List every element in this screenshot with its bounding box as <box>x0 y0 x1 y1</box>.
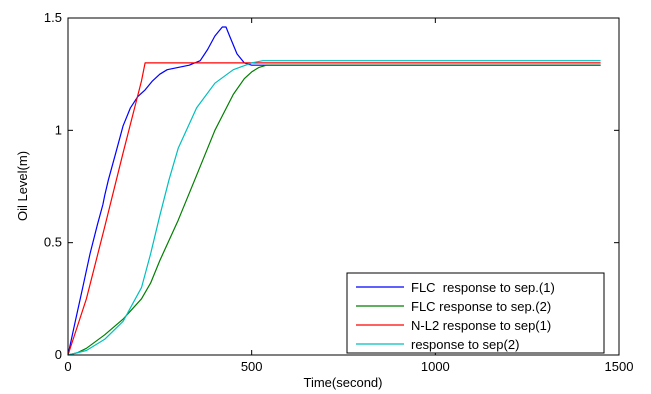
y-axis-label: Oil Level(m) <box>15 151 30 221</box>
x-tick-label-0: 0 <box>64 359 71 374</box>
y-tick-label-2: 1 <box>55 122 62 137</box>
series-line-2 <box>67 64 601 356</box>
y-tick-label-0: 0 <box>55 347 62 362</box>
ticks-layer: 0 500 1000 1500 0 0.5 1 1.5 <box>44 10 634 374</box>
x-tick-label-2: 1000 <box>421 359 450 374</box>
x-tick-label-1: 500 <box>241 359 263 374</box>
plot-frame <box>67 17 620 356</box>
y-tick-label-1: 0.5 <box>44 235 62 250</box>
legend: FLC response to sep.(1) FLC response to … <box>346 272 605 354</box>
legend-box <box>346 272 605 354</box>
legend-label-2: FLC response to sep.(2) <box>411 299 551 314</box>
legend-label-3: N-L2 response to sep(1) <box>411 318 551 333</box>
series-line-4 <box>67 60 601 356</box>
legend-label-1: FLC response to sep.(1) <box>411 280 555 295</box>
x-axis-label: Time(second) <box>304 375 383 390</box>
legend-label-4: response to sep(2) <box>411 337 519 352</box>
y-tick-label-3: 1.5 <box>44 10 62 25</box>
x-tick-label-3: 1500 <box>605 359 634 374</box>
series-line-1 <box>67 26 601 356</box>
series-layer <box>67 26 601 356</box>
series-line-3 <box>67 62 601 356</box>
